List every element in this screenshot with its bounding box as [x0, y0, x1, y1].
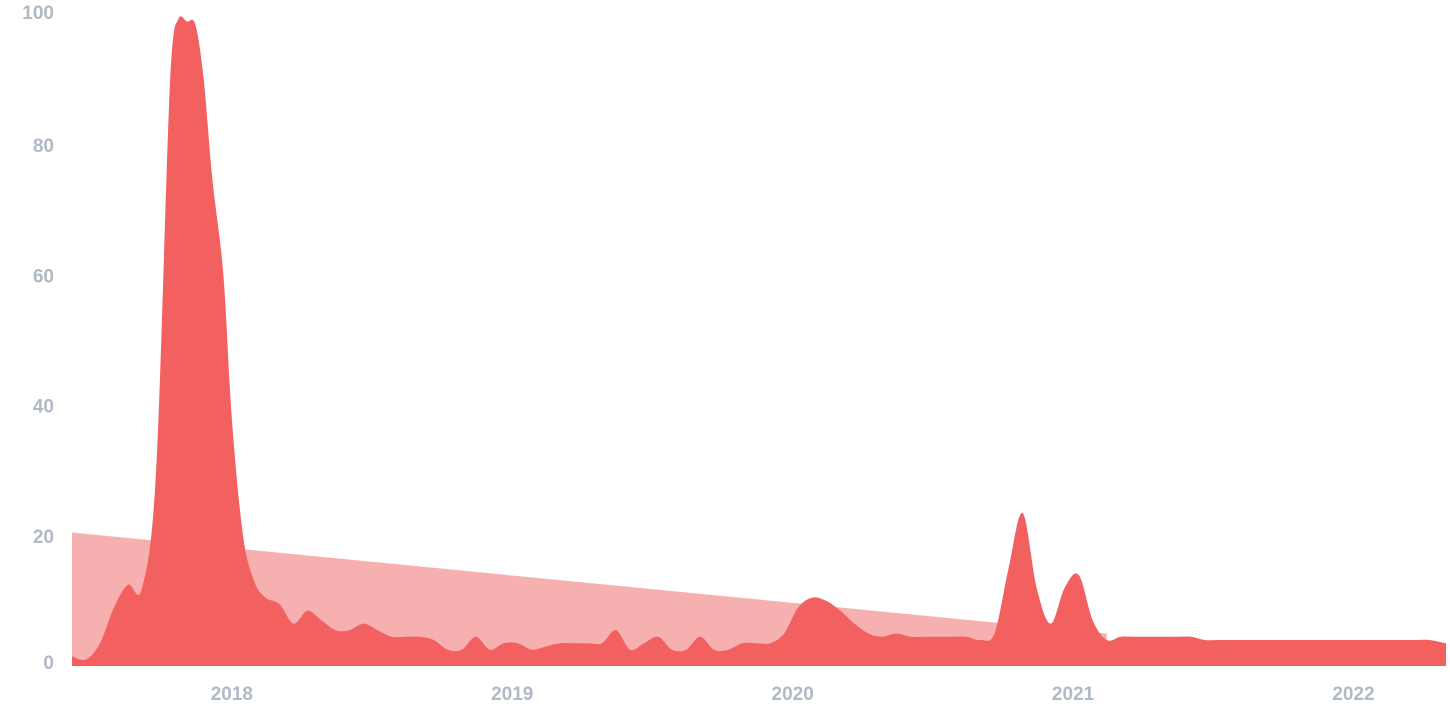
series-area [72, 16, 1446, 666]
x-tick-label: 2020 [772, 684, 814, 705]
y-axis: 0 20 40 60 80 100 [22, 3, 54, 674]
x-axis: 2018 2019 2020 2021 2022 [211, 684, 1375, 705]
x-tick-label: 2018 [211, 684, 253, 705]
y-tick-label: 80 [33, 136, 54, 157]
x-tick-label: 2022 [1332, 684, 1374, 705]
y-tick-label: 0 [43, 653, 54, 674]
y-tick-label: 40 [33, 397, 54, 418]
series-area-layer [72, 16, 1446, 666]
y-tick-label: 20 [33, 527, 54, 548]
y-tick-label: 100 [22, 3, 54, 24]
x-tick-label: 2021 [1052, 684, 1095, 705]
y-tick-label: 60 [33, 266, 54, 287]
x-tick-label: 2019 [491, 684, 533, 705]
